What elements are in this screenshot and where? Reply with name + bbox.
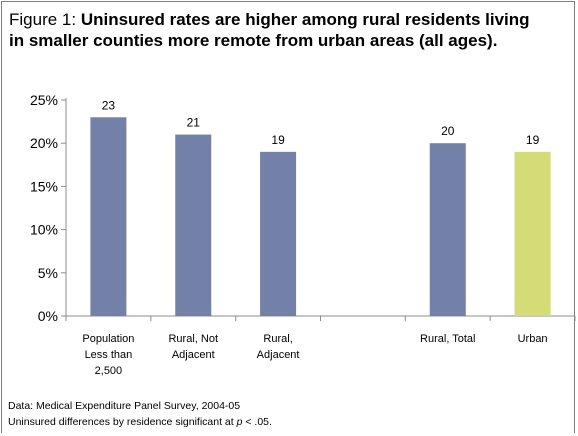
bar <box>514 151 551 316</box>
data-label: 21 <box>187 116 201 130</box>
category-label: Rural, Not <box>168 333 218 345</box>
bar <box>260 151 297 316</box>
figure-number: Figure 1: <box>9 10 81 29</box>
significance-threshold: < .05. <box>242 416 272 428</box>
category-label: Adjacent <box>257 349 300 361</box>
significance-text: Uninsured differences by residence signi… <box>8 416 237 428</box>
y-tick-label: 0% <box>38 308 58 324</box>
data-label: 23 <box>102 98 116 112</box>
y-tick-label: 15% <box>30 178 58 194</box>
chart-axes <box>61 98 576 321</box>
category-label: Urban <box>518 333 548 345</box>
category-label: 2,500 <box>95 365 123 377</box>
category-label: Adjacent <box>172 349 215 361</box>
category-label: Rural, <box>263 333 292 345</box>
figure-title: Figure 1: Uninsured rates are higher amo… <box>9 9 549 51</box>
category-label: Rural, Total <box>420 333 475 345</box>
chart-bars <box>90 117 551 316</box>
y-tick-label: 5% <box>38 265 58 281</box>
figure-headline: Uninsured rates are higher among rural r… <box>9 10 530 50</box>
footnotes: Data: Medical Expenditure Panel Survey, … <box>8 398 272 430</box>
p-symbol: p <box>236 416 243 428</box>
y-tick-label: 20% <box>30 135 58 151</box>
category-label: Population <box>82 333 134 345</box>
data-label: 19 <box>271 133 285 147</box>
category-label: Less than <box>85 349 133 361</box>
significance-note: Uninsured differences by residence signi… <box>8 414 272 430</box>
chart-labels: 0% 5% 10% 15% 20% 25% 23 Population Less than 2,5… <box>30 92 548 377</box>
y-tick-label: 25% <box>30 92 58 108</box>
data-label: 19 <box>526 133 540 147</box>
bar <box>429 143 466 316</box>
data-label: 20 <box>441 124 455 138</box>
bar <box>90 117 127 316</box>
y-tick-label: 10% <box>30 222 58 238</box>
data-source-note: Data: Medical Expenditure Panel Survey, … <box>8 400 241 412</box>
bar <box>175 134 212 316</box>
